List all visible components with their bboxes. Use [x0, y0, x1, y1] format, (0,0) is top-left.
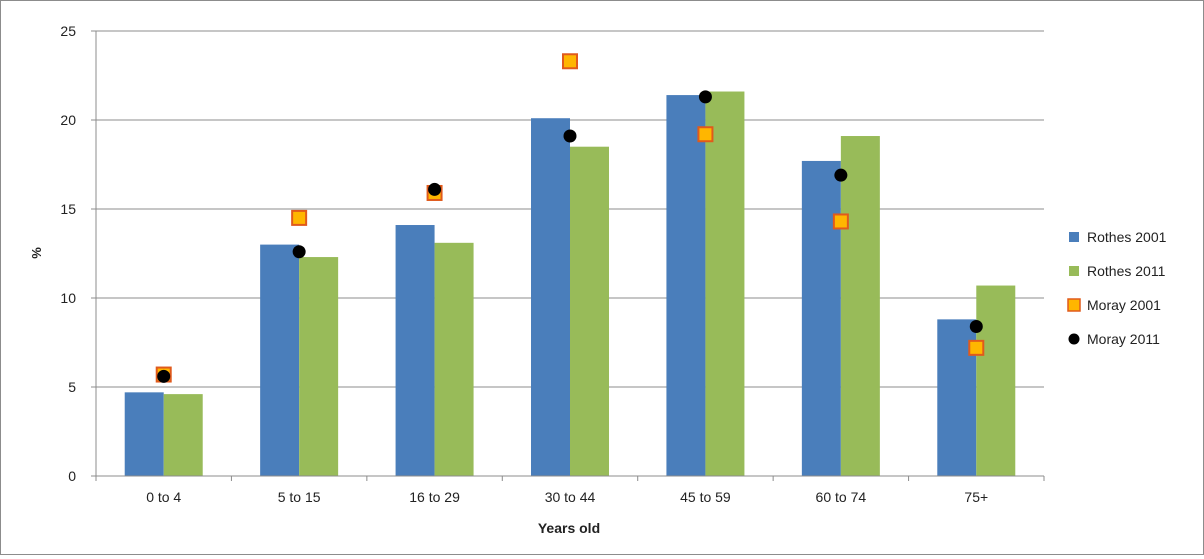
x-tick-label: 16 to 29: [409, 489, 460, 505]
legend-label: Rothes 2011: [1087, 263, 1166, 279]
x-tick-label: 5 to 15: [278, 489, 321, 505]
bar: [705, 91, 745, 477]
x-tick-label: 45 to 59: [680, 489, 731, 505]
bar: [434, 242, 474, 476]
bar: [260, 244, 300, 476]
bar: [395, 225, 435, 476]
bar: [570, 146, 609, 476]
bar: [801, 160, 841, 476]
data-point: [562, 53, 578, 70]
y-tick-label: 20: [60, 112, 76, 128]
data-point: [832, 213, 849, 230]
bar: [163, 394, 203, 476]
y-tick-label: 10: [60, 290, 76, 306]
legend-swatch: [1068, 333, 1080, 345]
legend-label: Rothes 2001: [1087, 229, 1167, 245]
data-point: [834, 168, 848, 182]
x-axis-label: Years old: [538, 520, 600, 536]
y-axis-label: %: [29, 247, 44, 259]
legend-swatch: [1069, 266, 1079, 276]
y-tick-label: 0: [68, 468, 76, 484]
axes: 0 5 10 15 20 25 0 to 4 5 to 15 16 to 29 30 to 44 4…: [60, 23, 1045, 505]
data-point: [292, 245, 306, 259]
data-point: [697, 126, 714, 143]
bar: [840, 136, 880, 476]
legend-label: Moray 2001: [1087, 297, 1161, 313]
data-point: [968, 339, 985, 356]
bar: [124, 392, 164, 476]
data-point: [563, 129, 577, 143]
y-tick-label: 25: [60, 23, 76, 39]
x-tick-label: 30 to 44: [545, 489, 596, 505]
legend-label: Moray 2011: [1087, 331, 1160, 347]
x-tick-label: 75+: [964, 489, 988, 505]
legend-swatch: [1069, 232, 1079, 242]
data-point: [291, 209, 308, 226]
data-point: [428, 182, 442, 196]
y-tick-label: 15: [60, 201, 76, 217]
y-tick-label: 5: [68, 379, 76, 395]
markers: [155, 53, 985, 383]
x-tick-label: 0 to 4: [146, 489, 181, 505]
bar: [976, 285, 1016, 476]
data-point: [157, 369, 171, 383]
x-tick-label: 60 to 74: [816, 489, 867, 505]
bar: [666, 95, 706, 476]
bar: [531, 118, 570, 476]
data-point: [698, 90, 712, 104]
bars: [124, 91, 1016, 477]
bar: [299, 257, 339, 476]
data-point: [969, 319, 983, 333]
legend-swatch: [1067, 298, 1081, 312]
legend: Rothes 2001 Rothes 2011 Moray 2001 Moray 20…: [1067, 229, 1167, 347]
